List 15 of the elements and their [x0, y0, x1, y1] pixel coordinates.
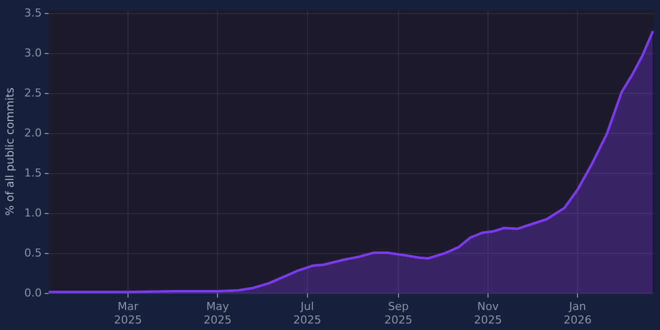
- x-tick-label: May 2025: [204, 300, 232, 326]
- y-tick-label: 3.5: [24, 6, 42, 20]
- y-tick-label: 3.0: [24, 46, 42, 60]
- x-tick-label: Nov 2025: [474, 300, 502, 326]
- y-tick-label: 2.5: [24, 86, 42, 100]
- y-axis-title: % of all public commits: [3, 87, 16, 216]
- y-tick-label: 2.0: [24, 126, 42, 140]
- x-tick-label: Jul 2025: [293, 300, 322, 326]
- y-tick-label: 0.5: [24, 246, 42, 260]
- y-tick-label: 1.0: [24, 206, 42, 220]
- y-tick-label: 1.5: [24, 166, 42, 180]
- x-tick-label: Mar 2025: [114, 300, 142, 326]
- x-tick-label: Jan 2026: [564, 300, 592, 326]
- y-tick-label: 0.0: [24, 286, 42, 300]
- x-tick-label: Sep 2025: [384, 300, 412, 326]
